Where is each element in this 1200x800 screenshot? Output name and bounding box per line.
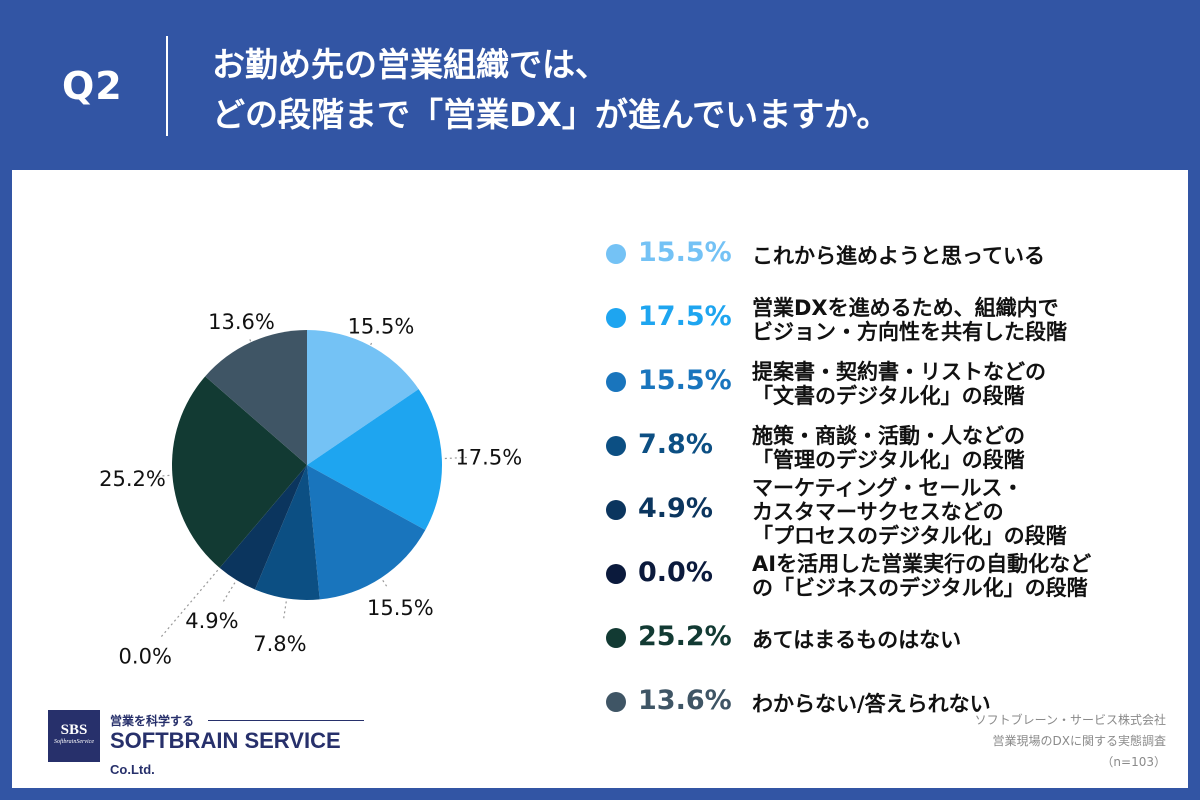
legend-label: 提案書・契約書・リストなどの 「文書のデジタル化」の段階 <box>752 360 1046 408</box>
legend-dot <box>606 244 626 264</box>
logo-mark-subtext: SoftbrainService <box>54 739 94 745</box>
slice-percent-label: 13.6% <box>208 310 275 334</box>
legend-label-line: カスタマーサクセスなどの <box>752 500 1004 524</box>
source-line3: （n=103） <box>1101 755 1166 769</box>
legend-label: わからない/答えられない <box>752 692 991 716</box>
question-title: お勤め先の営業組織では、 どの段階まで「営業DX」が進んでいますか。 <box>212 40 890 140</box>
pie-slice <box>254 465 320 601</box>
header-divider <box>166 36 168 136</box>
legend-label: マーケティング・セールス・ カスタマーサクセスなどの 「プロセスのデジタル化」の段階 <box>752 476 1067 548</box>
leader-line <box>222 582 236 602</box>
legend-label-line: あてはまるものはない <box>752 628 962 652</box>
question-title-line1: お勤め先の営業組織では、 <box>212 45 608 84</box>
leader-line <box>444 456 467 460</box>
company-logo: SBS SoftbrainService 営業を科学する SOFTBRAIN S… <box>48 710 368 777</box>
logo-divider <box>208 720 364 721</box>
legend-percent: 0.0% <box>638 557 713 588</box>
slice-percent-label: 15.5% <box>367 596 434 620</box>
legend-label: 施策・商談・活動・人などの 「管理のデジタル化」の段階 <box>752 424 1025 472</box>
company-name: SOFTBRAIN SERVICE <box>110 728 341 753</box>
logo-mark-text: SBS <box>60 722 88 738</box>
slice-percent-label: 17.5% <box>455 445 522 469</box>
legend-dot <box>606 372 626 392</box>
legend-label-line: 施策・商談・活動・人などの <box>752 424 1025 448</box>
legend-label-line: これから進めようと思っている <box>752 244 1045 268</box>
leader-line <box>282 601 287 622</box>
legend-label: あてはまるものはない <box>752 628 961 652</box>
legend-label-line: 「文書のデジタル化」の段階 <box>752 384 1025 408</box>
legend-dot <box>606 436 626 456</box>
source-note: ソフトブレーン・サービス株式会社 営業現場のDXに関する実態調査 （n=103） <box>975 710 1166 773</box>
pie-slice <box>219 465 307 590</box>
legend-item: 17.5% 営業DXを進めるため、組織内で ビジョン・方向性を共有した段階 <box>604 290 1184 350</box>
pie-slice <box>307 465 426 600</box>
pie-slice <box>307 389 442 531</box>
legend-label-line: 営業DXを進めるため、組織内で <box>752 296 1059 320</box>
logo-company-name: SOFTBRAIN SERVICE Co.Ltd. <box>110 728 368 780</box>
source-line1: ソフトブレーン・サービス株式会社 <box>974 713 1166 727</box>
pie-slice <box>307 330 419 465</box>
source-line2: 営業現場のDXに関する実態調査 <box>992 734 1166 748</box>
legend-label-line: AIを活用した営業実行の自動化など <box>752 552 1092 576</box>
leader-line <box>249 339 252 342</box>
pie-chart: 15.5% 17.5% 15.5% 7.8% 4.9% 0.0% 25.2% 13.6% <box>99 310 522 669</box>
legend-label-line: わからない/答えられない <box>752 692 991 716</box>
legend-dot <box>606 692 626 712</box>
leader-line <box>382 580 389 590</box>
slice-percent-label: 4.9% <box>185 609 238 633</box>
slice-percent-label: 15.5% <box>348 314 415 338</box>
legend-label-line: ビジョン・方向性を共有した段階 <box>752 320 1067 344</box>
question-number: Q2 <box>62 64 123 108</box>
legend-item: 7.8% 施策・商談・活動・人などの 「管理のデジタル化」の段階 <box>604 418 1184 478</box>
legend-label-line: 「管理のデジタル化」の段階 <box>752 448 1025 472</box>
chart-panel: 15.5% 17.5% 15.5% 7.8% 4.9% 0.0% 25.2% 13.6% 15… <box>12 170 1188 788</box>
legend-dot <box>606 628 626 648</box>
pie-slice <box>205 330 307 465</box>
legend-label-line: の「ビジネスのデジタル化」の段階 <box>752 576 1088 600</box>
legend-percent: 4.9% <box>638 493 713 524</box>
slice-percent-label: 0.0% <box>119 645 172 669</box>
legend-label-line: マーケティング・セールス・ <box>752 476 1024 500</box>
legend-label: これから進めようと思っている <box>752 244 1045 268</box>
legend-item: 15.5% 提案書・契約書・リストなどの 「文書のデジタル化」の段階 <box>604 354 1184 414</box>
legend-label-line: 「プロセスのデジタル化」の段階 <box>752 524 1067 548</box>
legend-percent: 17.5% <box>638 301 732 332</box>
legend-item: 0.0% AIを活用した営業実行の自動化など の「ビジネスのデジタル化」の段階 <box>604 546 1184 606</box>
header: Q2 お勤め先の営業組織では、 どの段階まで「営業DX」が進んでいますか。 <box>0 0 1200 168</box>
legend-item: 13.6% わからない/答えられない <box>604 674 1184 734</box>
company-suffix: Co.Ltd. <box>110 762 155 777</box>
question-title-line2: どの段階まで「営業DX」が進んでいますか。 <box>212 95 890 134</box>
slice-percent-label: 25.2% <box>99 467 166 491</box>
legend-label: 営業DXを進めるため、組織内で ビジョン・方向性を共有した段階 <box>752 296 1067 344</box>
legend-percent: 7.8% <box>638 429 713 460</box>
legend-percent: 13.6% <box>638 685 732 716</box>
legend-percent: 25.2% <box>638 621 732 652</box>
legend-label-line: 提案書・契約書・リストなどの <box>752 360 1046 384</box>
legend-item: 15.5% これから進めようと思っている <box>604 226 1184 286</box>
legend-dot <box>606 564 626 584</box>
pie-slice <box>171 376 307 568</box>
legend-dot <box>606 308 626 328</box>
sbs-logo-mark: SBS SoftbrainService <box>48 710 100 762</box>
legend-label: AIを活用した営業実行の自動化など の「ビジネスのデジタル化」の段階 <box>752 552 1091 600</box>
legend-item: 4.9% マーケティング・セールス・ カスタマーサクセスなどの 「プロセスのデジタル化… <box>604 476 1184 548</box>
logo-tagline: 営業を科学する <box>110 714 195 728</box>
legend-dot <box>606 500 626 520</box>
leader-line <box>370 342 373 346</box>
legend-percent: 15.5% <box>638 237 732 268</box>
legend-item: 25.2% あてはまるものはない <box>604 610 1184 670</box>
slice-percent-label: 7.8% <box>253 632 306 656</box>
legend-percent: 15.5% <box>638 365 732 396</box>
